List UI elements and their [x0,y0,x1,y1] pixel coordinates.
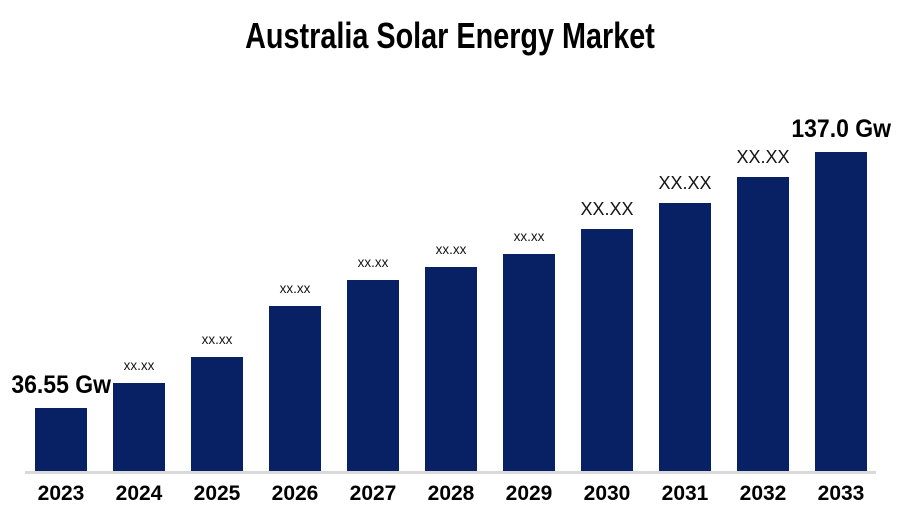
x-axis-tick-slot: 2025 [191,471,243,525]
x-axis-tick-slot: 2026 [269,471,321,525]
x-axis-tick-slot: 2030 [581,471,633,525]
bar [581,229,633,471]
bar [503,254,555,471]
x-axis-label: 2031 [661,482,709,505]
bar-value-label: 36.55 Gw [11,370,111,399]
x-axis-tick-slot: 2029 [503,471,555,525]
bar-column-2033: 137.0 Gw 2033 [791,0,891,525]
bar [35,408,87,471]
bar-column-2032: XX.XX 2032 [736,0,790,525]
x-axis-tick-slot: 2033 [815,471,867,525]
bar-value-label: xx.xx [435,242,467,258]
bar-column-2029: xx.xx 2029 [503,0,555,525]
bar-value-label: xx.xx [201,332,233,348]
bar-value-label: 137.0 Gw [791,114,891,143]
bar-value-label: XX.XX [580,199,634,220]
x-axis-label: 2028 [427,482,475,505]
x-axis-tick-slot: 2031 [659,471,711,525]
bar-column-2024: xx.xx 2024 [113,0,165,525]
bar [347,280,399,471]
bar-column-2025: xx.xx 2025 [191,0,243,525]
x-axis-label: 2032 [739,482,787,505]
x-axis-label: 2033 [817,482,865,505]
x-axis-tick-slot: 2024 [113,471,165,525]
bar-column-2028: xx.xx 2028 [425,0,477,525]
x-axis-line [25,471,876,474]
x-axis-label: 2024 [115,482,163,505]
bar [191,357,243,471]
x-axis-label: 2027 [349,482,397,505]
bar [113,383,165,471]
x-axis-tick-slot: 2027 [347,471,399,525]
bar-value-label: XX.XX [658,173,712,194]
x-axis-tick-slot: 2028 [425,471,477,525]
x-axis-label: 2026 [271,482,319,505]
bar-value-label: xx.xx [357,255,389,271]
bar [815,152,867,471]
bar-column-2031: XX.XX 2031 [658,0,712,525]
bar-column-2027: xx.xx 2027 [347,0,399,525]
bar-column-2026: xx.xx 2026 [269,0,321,525]
x-axis-tick-slot: 2032 [737,471,789,525]
bar-column-2030: XX.XX 2030 [580,0,634,525]
x-axis-label: 2023 [37,482,85,505]
bar-column-2023: 36.55 Gw 2023 [11,0,111,525]
bar-value-label: xx.xx [123,358,155,374]
bar [659,203,711,471]
bar [737,177,789,471]
x-axis-label: 2025 [193,482,241,505]
bar [425,267,477,471]
x-axis-label: 2030 [583,482,631,505]
plot-area: 36.55 Gw 2023 xx.xx 2024 xx.xx 2025 xx.xx 2026 x… [11,0,891,525]
bar-value-label: xx.xx [513,229,545,245]
x-axis-label: 2029 [505,482,553,505]
chart-title: Australia Solar Energy Market [245,15,655,56]
bar-value-label: xx.xx [279,281,311,297]
x-axis-tick-slot: 2023 [35,471,87,525]
bar [269,306,321,471]
bar-value-label: XX.XX [736,147,790,168]
